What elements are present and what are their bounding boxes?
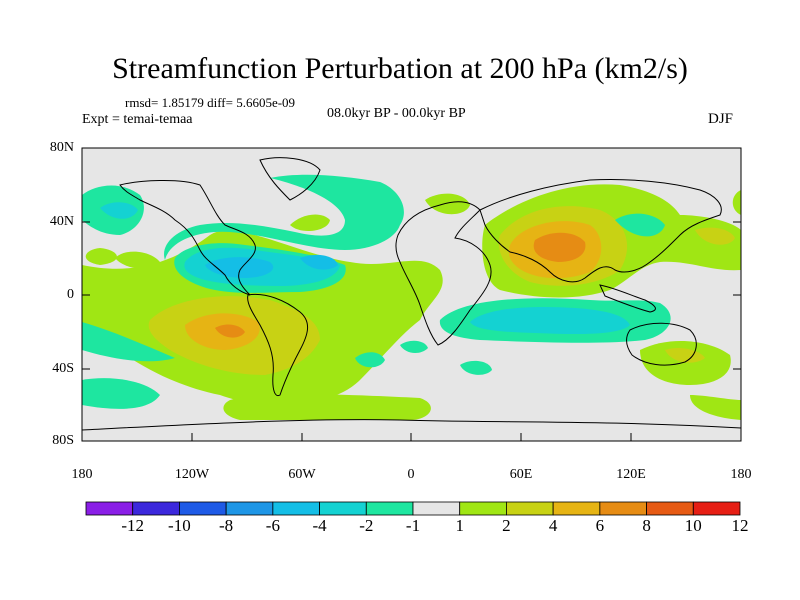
colorbar-label-6: -1 — [405, 516, 421, 535]
contour-negative-6 — [82, 378, 160, 409]
contour-positive-7 — [290, 214, 330, 232]
coastline-europe-africa — [395, 201, 492, 346]
contour-negative-13 — [100, 202, 138, 219]
contour-negative-12 — [470, 306, 630, 335]
contour-negative-7 — [355, 352, 385, 368]
colorbar-label-10: 6 — [595, 516, 605, 535]
contour-positive-9 — [732, 190, 741, 215]
coastline-greenland — [259, 157, 321, 201]
colorbar-label-5: -2 — [359, 516, 374, 535]
contour-negative-2 — [164, 174, 404, 260]
colorbar-swatch-4 — [272, 501, 320, 516]
colorbar-swatch-0 — [85, 501, 134, 516]
lon-label-180e: 180 — [730, 467, 752, 482]
colorbar-label-13: 12 — [731, 516, 749, 535]
contour-positive-16 — [533, 232, 586, 262]
plot-title: Streamfunction Perturbation at 200 hPa (… — [112, 52, 688, 85]
colorbar-swatch-7 — [412, 501, 461, 516]
period-label: 08.0kyr BP - 00.0kyr BP — [327, 106, 466, 121]
contour-negative-15 — [300, 254, 338, 270]
colorbar-label-8: 2 — [502, 516, 511, 535]
lon-label-120w: 120W — [174, 467, 210, 482]
contour-negative-10 — [615, 213, 665, 237]
stats-text: rmsd= 1.85179 diff= 5.6605e-09 — [125, 95, 296, 110]
contour-negative-5 — [82, 322, 175, 362]
coastline-australia — [626, 322, 697, 366]
contour-positive-3 — [640, 340, 731, 385]
coastline-antarctica — [82, 419, 741, 431]
colorbar-label-1: -10 — [168, 516, 191, 535]
contour-negative-8 — [400, 340, 428, 354]
contour-positive-8 — [425, 193, 470, 215]
lat-label-40s: 40S — [52, 361, 74, 376]
lon-label-180w: 180 — [71, 467, 93, 482]
lat-label-0: 0 — [67, 287, 74, 302]
coastlines — [82, 157, 741, 431]
colorbar-swatch-3 — [225, 501, 274, 516]
colorbar-swatch-11 — [599, 501, 647, 516]
colorbar-label-12: 10 — [684, 516, 702, 535]
colorbar-label-2: -8 — [219, 516, 234, 535]
colorbar-swatch-9 — [506, 501, 554, 516]
colorbar — [85, 501, 741, 516]
colorbar-swatch-12 — [646, 501, 694, 516]
coastline-south-america — [247, 293, 308, 397]
lon-label-60w: 60W — [288, 467, 316, 482]
contour-positive-5 — [115, 251, 160, 269]
contour-negative-9 — [460, 360, 492, 375]
coastline-asia — [479, 178, 722, 283]
colorbar-swatch-13 — [692, 501, 741, 516]
experiment-label: Expt = temai-temaa — [82, 112, 193, 127]
lat-label-80s: 80S — [52, 433, 74, 448]
lat-label-40n: 40N — [49, 214, 74, 229]
contour-positive-10 — [690, 395, 741, 420]
contour-positive-6 — [223, 394, 431, 420]
contour-positive-13 — [215, 324, 245, 338]
colorbar-swatch-8 — [459, 501, 507, 516]
colorbar-label-9: 4 — [548, 516, 558, 535]
colorbar-swatch-6 — [365, 501, 414, 516]
colorbar-swatch-2 — [179, 501, 227, 516]
coastline-southeast-asia — [599, 284, 656, 313]
colorbar-swatch-5 — [319, 501, 367, 516]
colorbar-swatch-10 — [552, 501, 601, 516]
colorbar-label-11: 8 — [642, 516, 651, 535]
longitude-ticks — [81, 433, 742, 441]
lon-label-60e: 60E — [509, 467, 533, 482]
lon-label-0: 0 — [407, 467, 415, 482]
colorbar-label-0: -12 — [121, 516, 145, 535]
colorbar-swatch-1 — [132, 501, 180, 516]
contour-fields — [82, 174, 741, 420]
colorbar-label-3: -6 — [265, 516, 280, 535]
colorbar-label-7: 1 — [455, 516, 464, 535]
contour-positive-17 — [695, 227, 735, 245]
colorbar-label-4: -4 — [312, 516, 327, 535]
latitude-ticks — [82, 147, 741, 442]
season-label: DJF — [708, 111, 734, 127]
lon-label-120e: 120E — [616, 467, 646, 482]
lat-label-80n: 80N — [49, 140, 74, 155]
contour-positive-4 — [85, 248, 117, 265]
